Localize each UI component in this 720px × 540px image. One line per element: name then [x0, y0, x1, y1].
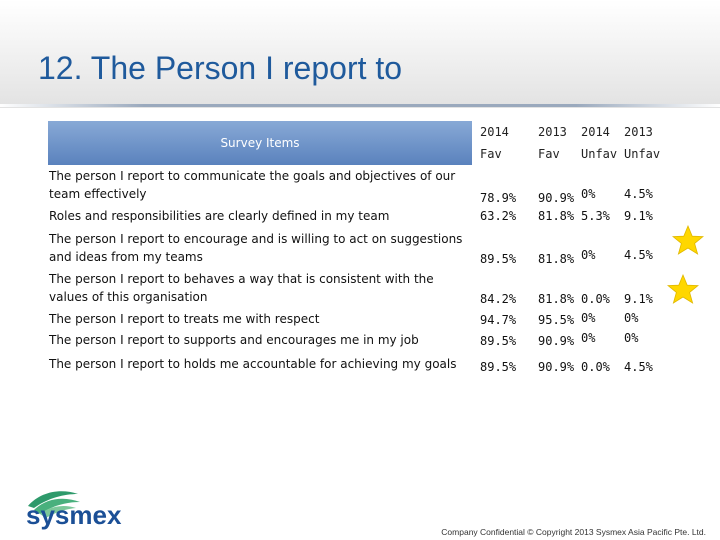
col-header-2013-unfav: 2013 Unfav	[624, 121, 670, 165]
col-header-2013-fav: 2013 Fav	[538, 121, 580, 165]
fav-2013-cell: 90.9%	[538, 334, 575, 348]
fav-2014-cell: 63.2%	[480, 209, 517, 223]
survey-item-3: The person I report to encourage and is …	[49, 232, 463, 264]
fav-2014-cell: 78.9%	[480, 191, 517, 205]
sysmex-logo-icon	[28, 491, 80, 518]
logo-text: sysmex	[26, 500, 122, 530]
col-header-year: 2013	[624, 125, 653, 139]
unfav-2014-cell: 5.3%	[581, 209, 610, 223]
col-header-2014-fav: 2014 Fav	[480, 121, 530, 165]
survey-item-1: The person I report to communicate the g…	[49, 169, 456, 201]
col-header-year: 2014	[581, 125, 610, 139]
unfav-2013-cell: 0%	[624, 311, 639, 325]
unfav-2014-cell: 0.0%	[581, 360, 610, 374]
star-icon	[672, 225, 704, 255]
unfav-2013-cell: 4.5%	[624, 187, 653, 201]
unfav-2013-cell: 9.1%	[624, 209, 653, 223]
col-header-year: 2014	[480, 125, 509, 139]
survey-item-7: The person I report to holds me accounta…	[49, 357, 457, 371]
fav-2014-cell: 94.7%	[480, 313, 517, 327]
unfav-2013-cell: 9.1%	[624, 292, 653, 306]
footer-copyright: Company Confidential © Copyright 2013 Sy…	[441, 527, 706, 537]
unfav-2014-cell: 0%	[581, 187, 596, 201]
col-header-kind: Unfav	[624, 147, 661, 161]
survey-item-2: Roles and responsibilities are clearly d…	[49, 209, 390, 223]
fav-2014-cell: 89.5%	[480, 334, 517, 348]
col-header-kind: Fav	[538, 147, 560, 161]
col-header-year: 2013	[538, 125, 567, 139]
fav-2013-cell: 81.8%	[538, 209, 575, 223]
star-icon	[667, 274, 699, 304]
survey-items-header: Survey Items	[48, 121, 472, 165]
fav-2013-cell: 95.5%	[538, 313, 575, 327]
slide-title: 12. The Person I report to	[38, 50, 403, 86]
fav-2013-cell: 81.8%	[538, 252, 575, 266]
fav-2013-cell: 90.9%	[538, 360, 575, 374]
fav-2014-cell: 84.2%	[480, 292, 517, 306]
survey-items-header-label: Survey Items	[220, 136, 300, 150]
survey-item-6: The person I report to supports and enco…	[49, 333, 419, 347]
survey-item-5: The person I report to treats me with re…	[49, 312, 320, 326]
unfav-2014-cell: 0%	[581, 331, 596, 345]
title-divider	[0, 104, 720, 107]
unfav-2013-cell: 4.5%	[624, 248, 653, 262]
unfav-2013-cell: 0%	[624, 331, 639, 345]
title-band	[0, 0, 720, 108]
fav-2014-cell: 89.5%	[480, 360, 517, 374]
col-header-2014-unfav: 2014 Unfav	[581, 121, 623, 165]
survey-item-4: The person I report to behaves a way tha…	[49, 272, 434, 304]
unfav-2014-cell: 0.0%	[581, 292, 610, 306]
unfav-2013-cell: 4.5%	[624, 360, 653, 374]
unfav-2014-cell: 0%	[581, 248, 596, 262]
fav-2013-cell: 90.9%	[538, 191, 575, 205]
col-header-kind: Unfav	[581, 147, 618, 161]
unfav-2014-cell: 0%	[581, 311, 596, 325]
col-header-kind: Fav	[480, 147, 502, 161]
fav-2013-cell: 81.8%	[538, 292, 575, 306]
fav-2014-cell: 89.5%	[480, 252, 517, 266]
